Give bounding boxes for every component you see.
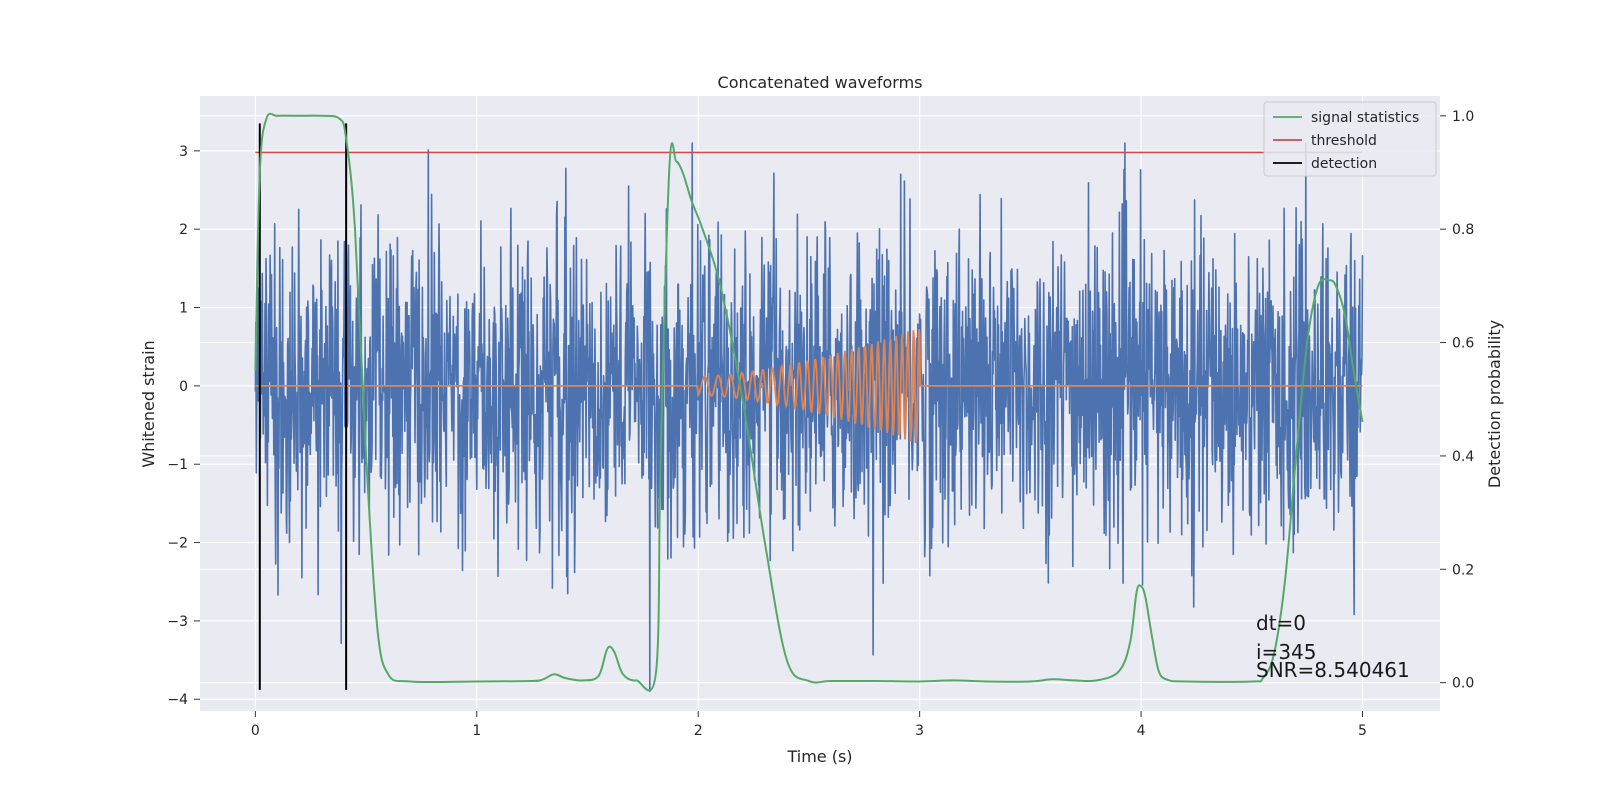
legend: signal statistics threshold detection xyxy=(1263,101,1437,177)
x-tick-label: 5 xyxy=(1358,723,1367,739)
y-tick-label: −4 xyxy=(167,692,188,708)
annotation-dt: dt=0 xyxy=(1256,611,1306,635)
template-series-line xyxy=(255,329,1363,442)
x-tick-label: 0 xyxy=(251,723,260,739)
y-axis-label: Whitened strain xyxy=(139,340,158,467)
y2-tick-label: 0.0 xyxy=(1452,676,1474,692)
y-tick-label: 3 xyxy=(179,144,188,160)
x-tick-label: 2 xyxy=(694,723,703,739)
y2-tick-label: 1.0 xyxy=(1452,109,1474,125)
y2-axis-label: Detection probability xyxy=(1485,320,1504,488)
x-tick-label: 3 xyxy=(915,723,924,739)
x-axis-label: Time (s) xyxy=(786,747,852,766)
y2-tick-label: 0.6 xyxy=(1452,336,1474,352)
y2-tick-label: 0.2 xyxy=(1452,562,1474,578)
legend-label-threshold: threshold xyxy=(1311,133,1377,149)
y-tick-label: 0 xyxy=(179,379,188,395)
y-tick-label: 1 xyxy=(179,301,188,317)
signal-statistics-line xyxy=(254,112,1364,692)
legend-label-detection: detection xyxy=(1311,156,1377,172)
legend-box xyxy=(1263,101,1437,177)
chart-title: Concatenated waveforms xyxy=(718,73,923,92)
annotation-index: i=345 xyxy=(1256,640,1317,664)
y-tick-label: 2 xyxy=(179,222,188,238)
y2-tick-label: 0.8 xyxy=(1452,222,1474,238)
y-tick-label: −1 xyxy=(167,457,188,473)
y-tick-label: −3 xyxy=(167,614,188,630)
annotation-snr: SNR=8.540461 xyxy=(1256,658,1410,682)
y2-tick-label: 0.4 xyxy=(1452,449,1474,465)
y-tick-label: −2 xyxy=(167,536,188,552)
axes-layer: 0 1 2 3 4 5 −4 −3 −2 −1 0 1 2 3 0.0 0.2 0.4 0.6 0.8 1.0 xyxy=(167,109,1474,739)
series-layer xyxy=(254,112,1364,693)
x-tick-label: 4 xyxy=(1137,723,1146,739)
x-tick-label: 1 xyxy=(472,723,481,739)
legend-label-signal-statistics: signal statistics xyxy=(1311,110,1419,126)
